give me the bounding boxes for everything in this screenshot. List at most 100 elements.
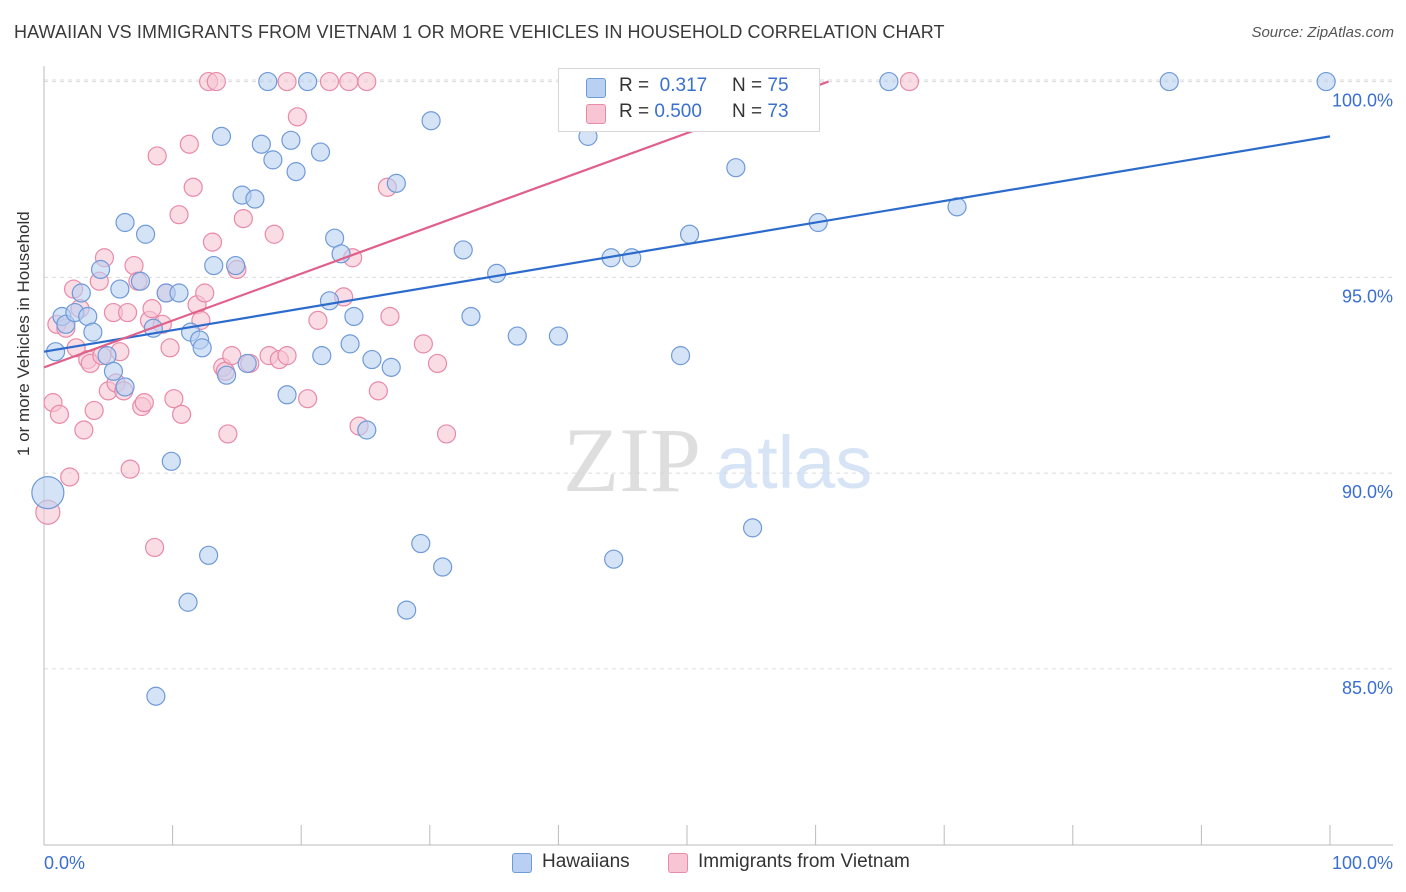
hawaiians-point (679, 224, 700, 244)
vietnam-point (134, 393, 154, 413)
watermark-atlas: atlas (716, 421, 872, 504)
vietnam-point (179, 134, 199, 154)
hawaiians-point (386, 173, 406, 193)
hawaiians-point (115, 212, 135, 233)
trend-line-hawaiians (43, 135, 1331, 353)
vietnam-point (195, 283, 215, 303)
vietnam-point (277, 71, 297, 92)
vietnam-point (436, 424, 457, 444)
legend-n-value: 75 (767, 75, 789, 96)
legend-label-vietnam: Immigrants from Vietnam (698, 851, 910, 872)
hawaiians-point (251, 134, 271, 154)
vietnam-point (172, 404, 192, 424)
legend-swatch-hawaiians (512, 853, 532, 873)
hawaiians-point (742, 518, 763, 538)
legend-n-value: 73 (767, 101, 789, 122)
hawaiians-point (879, 71, 899, 92)
axes (43, 66, 1393, 846)
hawaiians-point (1316, 71, 1336, 92)
vietnam-point (202, 232, 223, 252)
y-tick-label: 85.0% (1342, 678, 1393, 698)
vietnam-point (427, 353, 448, 374)
tick-labels: 85.0% 90.0% 95.0% 100.0% 0.0% 100.0% (44, 91, 1393, 873)
vietnam-point (120, 459, 140, 479)
hawaiians-point (83, 322, 103, 342)
hawaiians-point (258, 71, 278, 92)
vietnam-point (74, 420, 94, 440)
vietnam-point (183, 177, 203, 197)
hawaiians-point (217, 365, 237, 385)
vietnam-point (899, 71, 920, 92)
hawaiians-point (670, 346, 691, 366)
hawaiians-point (245, 189, 265, 209)
vietnam-point (264, 224, 284, 244)
hawaiians-point (192, 338, 212, 358)
hawaiians-point (344, 306, 364, 327)
hawaiians-point (130, 271, 151, 291)
vietnam-point (308, 310, 328, 330)
legend-r: R = 0.317 (619, 75, 708, 96)
points-hawaiians (31, 71, 1336, 706)
hawaiians-point (146, 686, 166, 706)
vietnam-point (413, 334, 433, 354)
vietnam-point (218, 424, 238, 444)
hawaiians-point (110, 279, 130, 299)
watermark: ZIP atlas (563, 409, 872, 511)
vietnam-point (117, 302, 138, 323)
hawaiians-point (211, 126, 232, 146)
hawaiians-point (1159, 71, 1179, 92)
hawaiians-point (90, 259, 111, 280)
hawaiians-point (298, 71, 318, 92)
legend-swatch-vietnam (586, 104, 606, 124)
hawaiians-point (226, 255, 246, 276)
hawaiians-point (161, 451, 181, 471)
vietnam-point (233, 209, 253, 229)
hawaiians-point (397, 600, 417, 620)
vietnam-point (319, 71, 340, 92)
vietnam-point (169, 205, 189, 225)
vietnam-point (298, 389, 318, 409)
legend-r-value: 0.500 (654, 101, 702, 122)
hawaiians-point (286, 162, 306, 182)
legend-n: N = 75 (732, 75, 789, 96)
legend-swatch-vietnam (668, 853, 688, 873)
hawaiians-point (277, 385, 297, 405)
vietnam-point (357, 71, 377, 92)
correlation-legend: R = 0.317 N = 75 R = 0.500 N = 73 (558, 68, 820, 132)
axis-ticks (43, 825, 1331, 845)
vietnam-point (160, 338, 180, 358)
vietnam-point (60, 467, 80, 487)
x-tick-label-min: 0.0% (44, 853, 85, 873)
hawaiians-point (178, 592, 198, 612)
vietnam-point (287, 107, 307, 127)
hawaiians-point (362, 349, 382, 370)
hawaiians-point (115, 377, 135, 397)
hawaiians-point (548, 326, 569, 346)
vietnam-point (368, 381, 388, 401)
hawaiians-point (461, 306, 481, 327)
source-label: Source: ZipAtlas.com (1251, 24, 1394, 41)
hawaiians-point (263, 150, 283, 170)
hawaiians-point (135, 224, 156, 244)
hawaiians-point (421, 111, 441, 131)
hawaiians-point (507, 326, 527, 346)
vietnam-point (339, 71, 359, 92)
grid-lines (44, 79, 1393, 670)
vietnam-point (144, 537, 165, 558)
vietnam-point (206, 71, 226, 92)
hawaiians-point (199, 545, 219, 565)
hawaiians-point (71, 283, 91, 303)
vietnam-point (84, 400, 104, 421)
hawaiians-point (169, 283, 189, 303)
hawaiians-point (281, 130, 301, 150)
hawaiians-point (453, 240, 473, 260)
y-tick-label: 95.0% (1342, 286, 1393, 306)
vietnam-point (222, 346, 242, 366)
hawaiians-point (487, 263, 507, 284)
vietnam-point (49, 404, 70, 424)
y-tick-label: 100.0% (1332, 91, 1393, 111)
vietnam-point (380, 306, 400, 327)
hawaiians-point (31, 476, 65, 510)
hawaiians-point (103, 361, 124, 381)
